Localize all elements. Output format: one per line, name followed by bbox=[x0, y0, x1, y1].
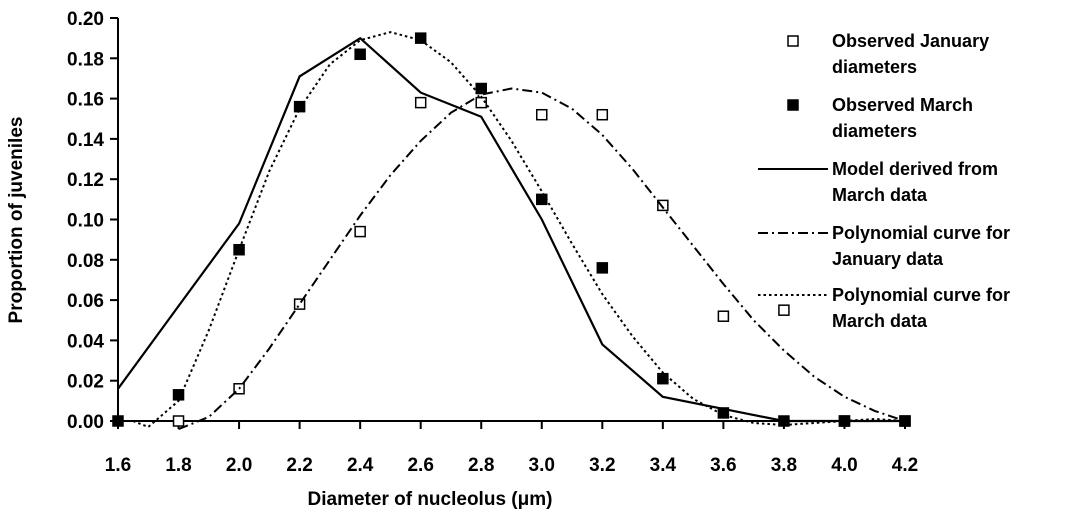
legend-label: Model derived from March data bbox=[832, 159, 999, 205]
y-tick-label: 0.10 bbox=[67, 211, 104, 232]
data-point bbox=[596, 108, 609, 121]
data-point bbox=[354, 225, 366, 238]
x-tick-label: 3.2 bbox=[589, 455, 615, 476]
legend-entry: Polynomial curve for January data bbox=[758, 220, 1068, 272]
legend-entry: Observed January diameters bbox=[758, 28, 1068, 80]
y-tick-label: 0.12 bbox=[67, 170, 104, 191]
x-tick-label: 2.4 bbox=[347, 455, 374, 476]
data-point bbox=[536, 193, 548, 206]
y-tick-label: 0.18 bbox=[67, 49, 104, 70]
series-line bbox=[132, 31, 906, 429]
x-tick-label: 2.8 bbox=[468, 455, 494, 476]
legend-symbol bbox=[787, 35, 799, 47]
x-tick-label: 3.6 bbox=[710, 455, 736, 476]
x-tick-label: 3.8 bbox=[771, 455, 797, 476]
legend-entry: Polynomial curve for March data bbox=[758, 282, 1068, 334]
y-tick-label: 0.08 bbox=[67, 251, 104, 272]
x-tick-label: 2.6 bbox=[407, 455, 433, 476]
data-point bbox=[172, 415, 185, 427]
legend-symbol bbox=[787, 99, 799, 111]
y-tick-label: 0.02 bbox=[67, 372, 104, 393]
x-tick-label: 2.2 bbox=[286, 455, 312, 476]
data-point bbox=[293, 100, 306, 113]
series-line bbox=[117, 36, 905, 423]
y-tick-label: 0.14 bbox=[67, 130, 104, 151]
x-tick-label: 4.2 bbox=[892, 455, 918, 476]
legend-marker bbox=[787, 99, 799, 111]
x-tick-label: 3.4 bbox=[650, 455, 677, 476]
x-tick-label: 3.0 bbox=[529, 455, 555, 476]
legend-label: Observed March diameters bbox=[832, 95, 974, 141]
data-point bbox=[657, 199, 669, 212]
legend-entry: Observed March diameters bbox=[758, 92, 1068, 144]
data-point bbox=[778, 304, 790, 316]
legend-symbol bbox=[758, 168, 828, 170]
data-point bbox=[354, 48, 366, 61]
data-point bbox=[112, 415, 124, 427]
y-tick-label: 0.16 bbox=[67, 90, 104, 111]
data-point bbox=[414, 32, 427, 44]
x-axis-label: Diameter of nucleolus (μm) bbox=[308, 489, 553, 510]
y-tick-label: 0.04 bbox=[67, 331, 104, 352]
y-tick-label: 0.00 bbox=[67, 412, 104, 433]
data-point bbox=[717, 310, 730, 322]
data-point bbox=[233, 243, 245, 256]
data-point bbox=[596, 262, 609, 274]
data-point bbox=[475, 82, 487, 95]
y-tick-label: 0.20 bbox=[67, 9, 104, 30]
legend-marker bbox=[787, 35, 799, 47]
y-tick-label: 0.06 bbox=[67, 291, 104, 312]
x-tick-label: 4.0 bbox=[831, 455, 857, 476]
x-tick-label: 2.0 bbox=[226, 455, 252, 476]
legend-entry: Model derived from March data bbox=[758, 156, 1068, 208]
legend-symbol bbox=[758, 294, 828, 296]
legend-label: Observed January diameters bbox=[832, 31, 990, 77]
legend-label: Polynomial curve for March data bbox=[832, 285, 1011, 331]
data-point bbox=[414, 96, 427, 109]
x-tick-label: 1.6 bbox=[105, 455, 131, 476]
legend-label: Polynomial curve for January data bbox=[832, 223, 1011, 269]
data-point bbox=[293, 298, 306, 310]
legend-symbol bbox=[758, 232, 828, 234]
y-axis-label: Proportion of juveniles bbox=[6, 117, 27, 324]
x-tick-label: 1.8 bbox=[165, 455, 191, 476]
data-point bbox=[536, 108, 548, 121]
